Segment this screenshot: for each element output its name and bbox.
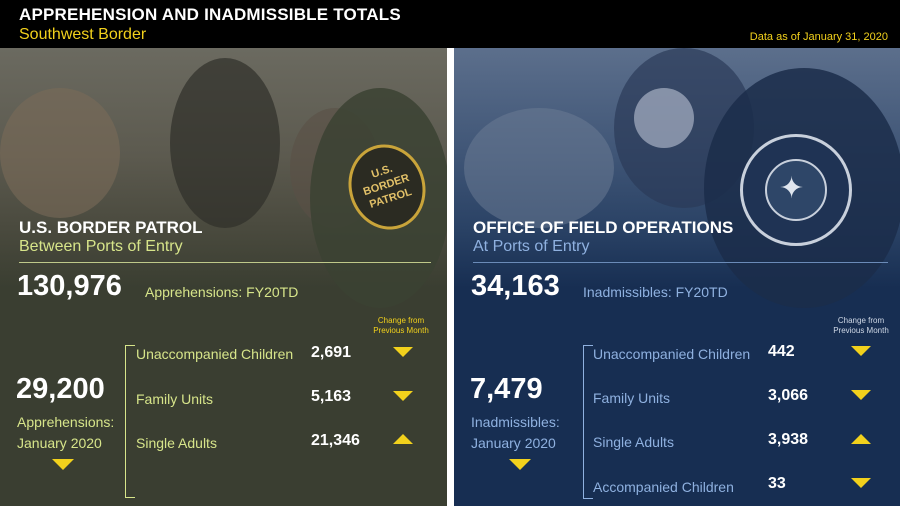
fytd-total: 34,163 [471, 270, 560, 302]
eagle-icon: ✦ [779, 172, 805, 205]
page-title: APPREHENSION AND INADMISSIBLE TOTALS [19, 5, 401, 24]
data-date-note: Data as of January 31, 2020 [749, 31, 888, 43]
down-arrow-icon [851, 346, 871, 356]
panel-divider [447, 48, 454, 506]
patch-inner [765, 159, 827, 221]
section-subtitle: At Ports of Entry [473, 238, 590, 255]
row-label: Single Adults [136, 435, 217, 451]
month-total: 29,200 [16, 373, 105, 405]
breakdown-bracket [125, 345, 135, 498]
cbp-patch-icon: ✦ [740, 134, 852, 246]
row-value: 3,938 [768, 431, 809, 448]
page-subtitle: Southwest Border [19, 26, 147, 43]
fytd-total-label: Apprehensions: FY20TD [145, 284, 299, 300]
breakdown-bracket [583, 345, 593, 499]
row-label: Unaccompanied Children [136, 346, 294, 362]
month-total: 7,479 [470, 373, 543, 405]
row-label: Accompanied Children [593, 479, 734, 495]
row-label: Single Adults [593, 434, 674, 450]
section-title: OFFICE OF FIELD OPERATIONS [473, 218, 734, 237]
down-arrow-icon [393, 391, 413, 401]
row-value: 33 [768, 475, 786, 492]
change-header: Change from Previous Month [370, 316, 432, 336]
down-arrow-icon [851, 390, 871, 400]
down-arrow-icon [393, 347, 413, 357]
row-value: 5,163 [311, 388, 352, 405]
row-label: Family Units [136, 391, 214, 407]
row-label: Unaccompanied Children [593, 346, 751, 362]
divider [19, 262, 431, 263]
month-total-label: Inadmissibles: January 2020 [471, 412, 560, 454]
up-arrow-icon [393, 434, 413, 444]
field-operations-panel: ✦ OFFICE OF FIELD OPERATIONS At Ports of… [454, 48, 900, 506]
month-label-line2: January 2020 [471, 435, 556, 451]
month-label-line1: Apprehensions: [17, 414, 115, 430]
row-value: 21,346 [311, 432, 360, 449]
row-value: 3,066 [768, 387, 809, 404]
section-subtitle: Between Ports of Entry [19, 238, 183, 255]
change-header: Change from Previous Month [830, 316, 892, 336]
border-patrol-panel: U.S. BORDER PATROL U.S. BORDER PATROL Be… [0, 48, 447, 506]
fytd-total-label: Inadmissibles: FY20TD [583, 284, 728, 300]
down-arrow-icon [851, 478, 871, 488]
month-total-label: Apprehensions: January 2020 [17, 412, 114, 454]
row-value: 442 [768, 343, 795, 360]
divider [473, 262, 888, 263]
header-bar: APPREHENSION AND INADMISSIBLE TOTALS Sou… [0, 0, 900, 48]
change-header-text: Change from Previous Month [373, 316, 429, 335]
row-label: Family Units [593, 390, 671, 406]
section-title: U.S. BORDER PATROL [19, 218, 203, 237]
month-label-line1: Inadmissibles: [471, 414, 560, 430]
month-label-line2: January 2020 [17, 435, 102, 451]
change-header-text: Change from Previous Month [833, 316, 889, 335]
down-arrow-icon [509, 459, 531, 470]
fytd-total: 130,976 [17, 270, 122, 302]
up-arrow-icon [851, 434, 871, 444]
down-arrow-icon [52, 459, 74, 470]
row-value: 2,691 [311, 344, 352, 361]
